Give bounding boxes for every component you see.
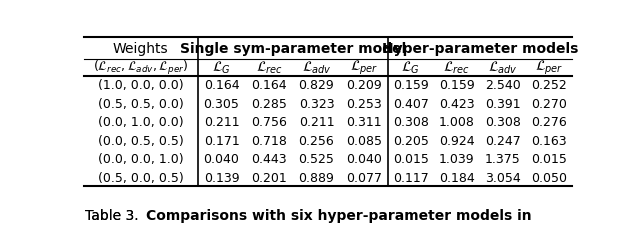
Text: 0.184: 0.184 xyxy=(439,171,475,184)
Text: $\mathcal{L}_{adv}$: $\mathcal{L}_{adv}$ xyxy=(488,60,518,76)
Text: 0.305: 0.305 xyxy=(204,97,239,110)
Text: (0.0, 0.5, 0.5): (0.0, 0.5, 0.5) xyxy=(98,134,184,147)
Text: 0.829: 0.829 xyxy=(299,79,334,92)
Text: 0.077: 0.077 xyxy=(346,171,382,184)
Text: (1.0, 0.0, 0.0): (1.0, 0.0, 0.0) xyxy=(98,79,184,92)
Text: $\mathcal{L}_{rec}$: $\mathcal{L}_{rec}$ xyxy=(444,60,470,76)
Text: Single sym-parameter model: Single sym-parameter model xyxy=(180,42,406,56)
Text: 0.256: 0.256 xyxy=(299,134,334,147)
Text: 0.163: 0.163 xyxy=(531,134,567,147)
Text: (0.0, 0.0, 1.0): (0.0, 0.0, 1.0) xyxy=(98,153,184,166)
Text: 0.085: 0.085 xyxy=(346,134,382,147)
Text: 1.008: 1.008 xyxy=(439,116,475,129)
Text: 0.391: 0.391 xyxy=(485,97,521,110)
Text: Table 3.: Table 3. xyxy=(85,208,146,222)
Text: $\mathcal{L}_G$: $\mathcal{L}_G$ xyxy=(401,60,420,76)
Text: Comparisons with six hyper-parameter models in: Comparisons with six hyper-parameter mod… xyxy=(146,208,532,222)
Text: 0.311: 0.311 xyxy=(346,116,381,129)
Text: Hyper-parameter models: Hyper-parameter models xyxy=(381,42,578,56)
Text: 3.054: 3.054 xyxy=(485,171,521,184)
Text: $\mathcal{L}_{per}$: $\mathcal{L}_{per}$ xyxy=(349,59,378,77)
Text: 0.159: 0.159 xyxy=(439,79,475,92)
Text: 0.040: 0.040 xyxy=(346,153,382,166)
Text: 0.285: 0.285 xyxy=(251,97,287,110)
Text: $\mathcal{L}_{per}$: $\mathcal{L}_{per}$ xyxy=(535,59,563,77)
Text: 0.253: 0.253 xyxy=(346,97,382,110)
Text: (0.5, 0.0, 0.5): (0.5, 0.0, 0.5) xyxy=(98,171,184,184)
Text: 0.247: 0.247 xyxy=(485,134,521,147)
Text: 0.211: 0.211 xyxy=(204,116,239,129)
Text: Table 3.: Table 3. xyxy=(85,208,146,222)
Text: 0.525: 0.525 xyxy=(298,153,335,166)
Text: $\mathcal{L}_{rec}$: $\mathcal{L}_{rec}$ xyxy=(255,60,282,76)
Text: 0.276: 0.276 xyxy=(531,116,567,129)
Text: 0.159: 0.159 xyxy=(393,79,429,92)
Text: 0.211: 0.211 xyxy=(299,116,334,129)
Text: 0.209: 0.209 xyxy=(346,79,382,92)
Text: (0.0, 1.0, 0.0): (0.0, 1.0, 0.0) xyxy=(98,116,184,129)
Text: 0.040: 0.040 xyxy=(204,153,239,166)
Text: 2.540: 2.540 xyxy=(485,79,521,92)
Text: 0.889: 0.889 xyxy=(298,171,335,184)
Text: (0.5, 0.5, 0.0): (0.5, 0.5, 0.0) xyxy=(98,97,184,110)
Text: 0.308: 0.308 xyxy=(485,116,521,129)
Text: 0.443: 0.443 xyxy=(251,153,287,166)
Text: 0.139: 0.139 xyxy=(204,171,239,184)
Text: 0.015: 0.015 xyxy=(393,153,429,166)
Text: 0.164: 0.164 xyxy=(204,79,239,92)
Text: Weights: Weights xyxy=(113,42,169,56)
Text: 0.924: 0.924 xyxy=(439,134,475,147)
Text: 0.205: 0.205 xyxy=(393,134,429,147)
Text: 0.270: 0.270 xyxy=(531,97,567,110)
Text: 1.375: 1.375 xyxy=(485,153,521,166)
Text: 0.323: 0.323 xyxy=(299,97,334,110)
Text: 0.171: 0.171 xyxy=(204,134,239,147)
Text: 0.756: 0.756 xyxy=(251,116,287,129)
Text: 0.050: 0.050 xyxy=(531,171,567,184)
Text: 0.201: 0.201 xyxy=(251,171,287,184)
Text: 0.718: 0.718 xyxy=(251,134,287,147)
Text: 0.252: 0.252 xyxy=(531,79,567,92)
Text: 0.117: 0.117 xyxy=(393,171,429,184)
Text: $\mathcal{L}_G$: $\mathcal{L}_G$ xyxy=(212,60,231,76)
Text: 1.039: 1.039 xyxy=(439,153,475,166)
Text: 0.164: 0.164 xyxy=(251,79,287,92)
Text: 0.407: 0.407 xyxy=(393,97,429,110)
Text: $\mathcal{L}_{adv}$: $\mathcal{L}_{adv}$ xyxy=(301,60,332,76)
Text: ($\mathcal{L}_{rec},\mathcal{L}_{adv},\mathcal{L}_{per}$): ($\mathcal{L}_{rec},\mathcal{L}_{adv},\m… xyxy=(93,59,189,77)
Text: 0.423: 0.423 xyxy=(439,97,475,110)
Text: 0.015: 0.015 xyxy=(531,153,567,166)
Text: 0.308: 0.308 xyxy=(393,116,429,129)
